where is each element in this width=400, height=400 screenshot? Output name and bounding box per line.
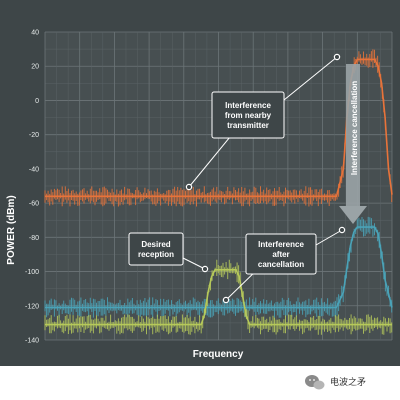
y-axis-title: POWER (dBm) <box>6 195 17 264</box>
callout-text: reception <box>138 250 174 259</box>
series-line <box>45 269 392 326</box>
x-axis-title: Frequency <box>193 349 244 360</box>
y-tick-label: 20 <box>31 64 39 71</box>
series-line <box>45 226 393 309</box>
cancellation-arrow: Interference cancellation <box>339 64 367 224</box>
callout-dot <box>185 183 193 191</box>
series-cancelled <box>44 216 393 318</box>
series-line <box>45 58 393 198</box>
arrow-shaft <box>346 64 360 206</box>
callout-text: after <box>272 250 289 259</box>
callout-text: Desired <box>141 240 170 249</box>
series-group <box>44 49 393 335</box>
arrow-head <box>339 206 367 224</box>
callout-box <box>245 233 317 275</box>
series-interference <box>44 49 393 207</box>
watermark: 电波之矛 <box>0 366 400 400</box>
callout-dot <box>201 265 209 273</box>
y-tick-label: -80 <box>29 235 39 242</box>
y-tick-label: 40 <box>31 30 39 37</box>
callout-text: Interference <box>225 101 271 110</box>
callout-leader <box>315 229 343 246</box>
y-tick-label: -20 <box>29 132 39 139</box>
y-tick-label: -120 <box>25 303 39 310</box>
series-desired <box>44 259 393 335</box>
y-tick-label: -60 <box>29 201 39 208</box>
callout-dot <box>222 296 230 304</box>
y-tick-labels: 40 20 0 -20 -40 -60 -80 -100 -120 -140 <box>25 30 39 345</box>
callout-dot <box>338 226 346 234</box>
y-tick-label: 0 <box>35 98 39 105</box>
cancellation-label: Interference cancellation <box>350 81 359 175</box>
callout-box <box>128 232 184 266</box>
callout-box <box>211 91 285 139</box>
callout-text: from nearby <box>225 111 272 120</box>
watermark-text: 电波之矛 <box>330 376 366 388</box>
callout-text: Interference <box>258 240 304 249</box>
callout-leader <box>182 257 206 270</box>
watermark-bg <box>0 366 400 400</box>
y-tick-label: -140 <box>25 338 39 345</box>
callout-dot <box>333 53 341 61</box>
y-tick-label: -40 <box>29 166 39 173</box>
callout-leader <box>283 56 338 101</box>
wechat-icon <box>305 375 325 390</box>
y-tick-label: -100 <box>25 269 39 276</box>
callout-text: transmitter <box>227 121 269 130</box>
callout-text: cancellation <box>258 260 304 269</box>
